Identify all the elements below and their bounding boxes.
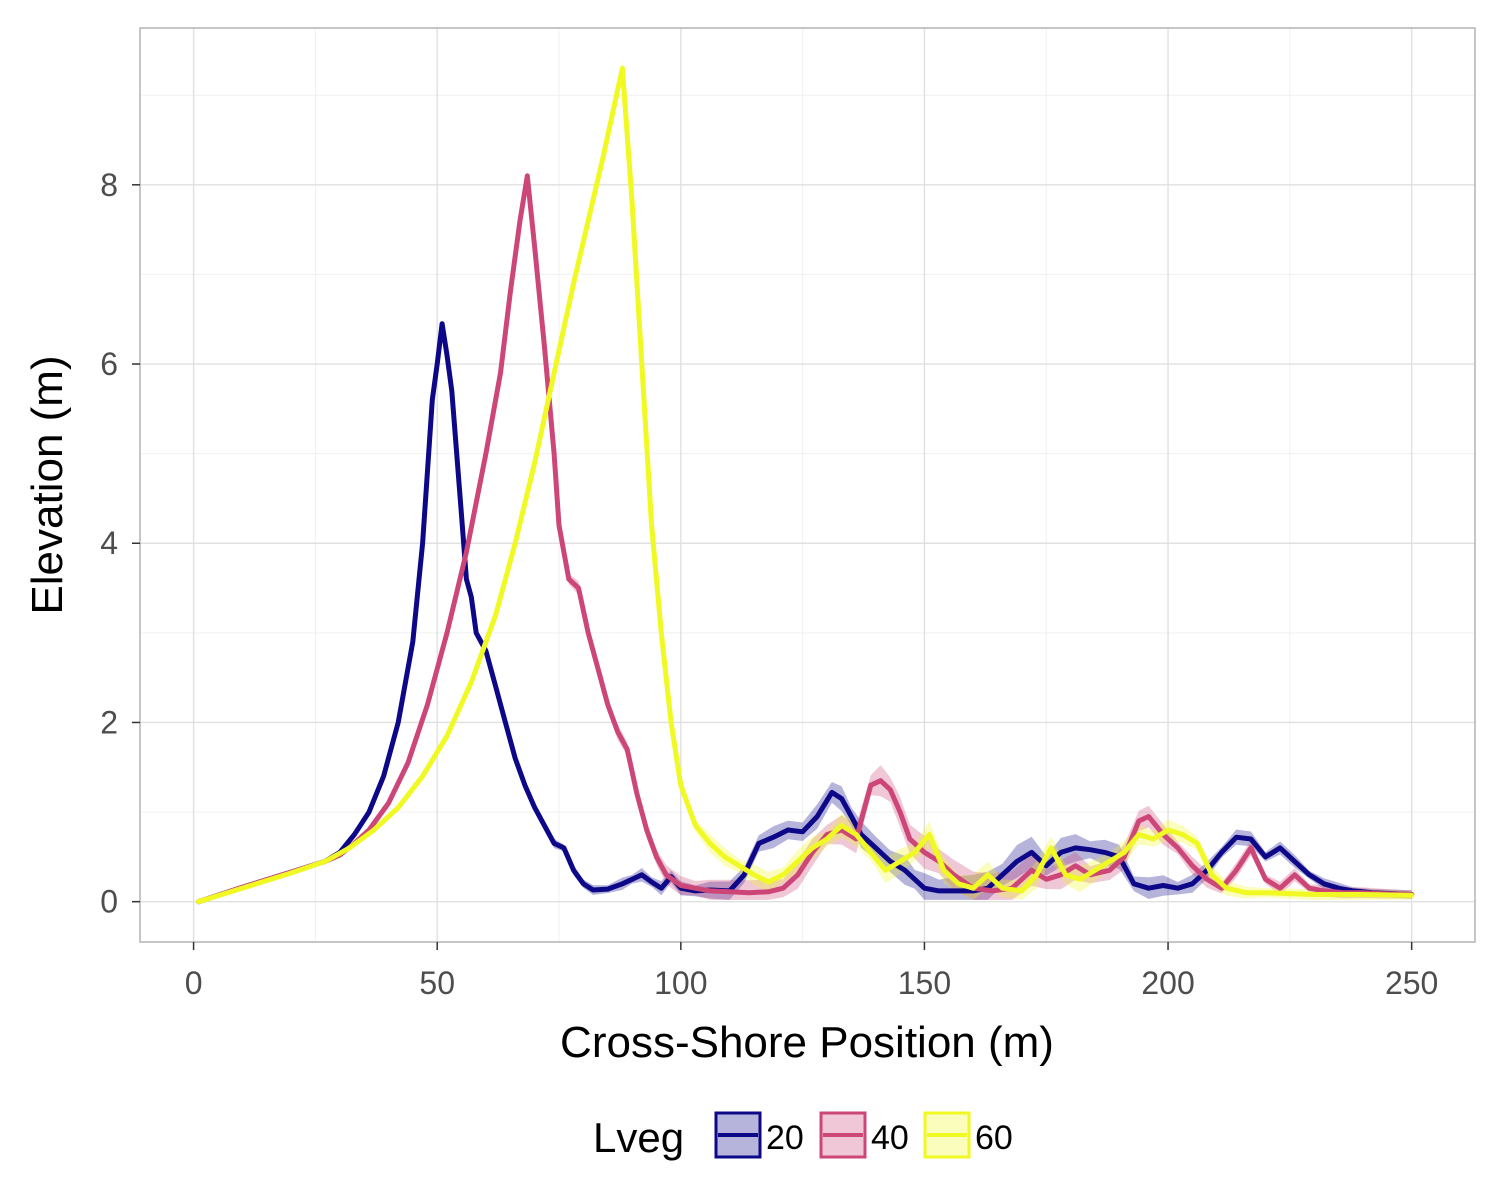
plot-border xyxy=(139,27,1476,943)
legend-title: Lveg xyxy=(593,1114,684,1161)
y-tick-label: 2 xyxy=(100,704,118,740)
line-series-20 xyxy=(196,321,1415,905)
plot-background xyxy=(140,28,1475,942)
series-lines xyxy=(196,65,1415,905)
x-axis-title: Cross-Shore Position (m) xyxy=(560,1018,1054,1067)
x-tick-label: 200 xyxy=(1141,965,1194,1001)
y-tick-label: 0 xyxy=(100,884,118,920)
y-tick-label: 4 xyxy=(100,525,118,561)
x-tick-label: 100 xyxy=(654,965,707,1001)
line-series-40 xyxy=(196,173,1415,905)
line-series-60 xyxy=(196,65,1415,905)
grid-lines xyxy=(140,28,1475,942)
y-tick-label: 8 xyxy=(100,167,118,203)
legend-label-20: 20 xyxy=(766,1119,804,1157)
legend-item-40: 40 xyxy=(819,1111,909,1159)
x-tick-label: 0 xyxy=(185,965,203,1001)
legend-item-20: 20 xyxy=(714,1111,804,1159)
y-tick-label: 6 xyxy=(100,346,118,382)
x-axis-ticks: 0 50 100 150 200 250 xyxy=(185,942,1438,1001)
legend: Lveg 20 40 60 xyxy=(593,1111,1013,1161)
y-axis-title: Elevation (m) xyxy=(23,355,72,614)
legend-label-40: 40 xyxy=(871,1119,909,1157)
x-tick-label: 250 xyxy=(1385,965,1438,1001)
y-axis-ticks: 0 2 4 6 8 xyxy=(100,167,140,920)
legend-item-60: 60 xyxy=(923,1111,1013,1159)
legend-label-60: 60 xyxy=(975,1119,1013,1157)
x-tick-label: 50 xyxy=(419,965,455,1001)
x-tick-label: 150 xyxy=(898,965,951,1001)
